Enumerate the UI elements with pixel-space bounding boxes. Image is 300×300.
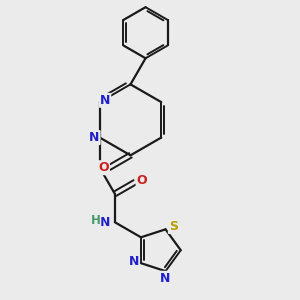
Text: N: N	[129, 255, 139, 268]
Text: H: H	[90, 214, 100, 227]
Text: N: N	[89, 131, 100, 144]
Text: O: O	[98, 161, 109, 174]
Text: N: N	[100, 216, 110, 229]
Text: N: N	[100, 94, 110, 107]
Text: O: O	[136, 174, 147, 187]
Text: S: S	[169, 220, 178, 233]
Text: N: N	[160, 272, 171, 285]
